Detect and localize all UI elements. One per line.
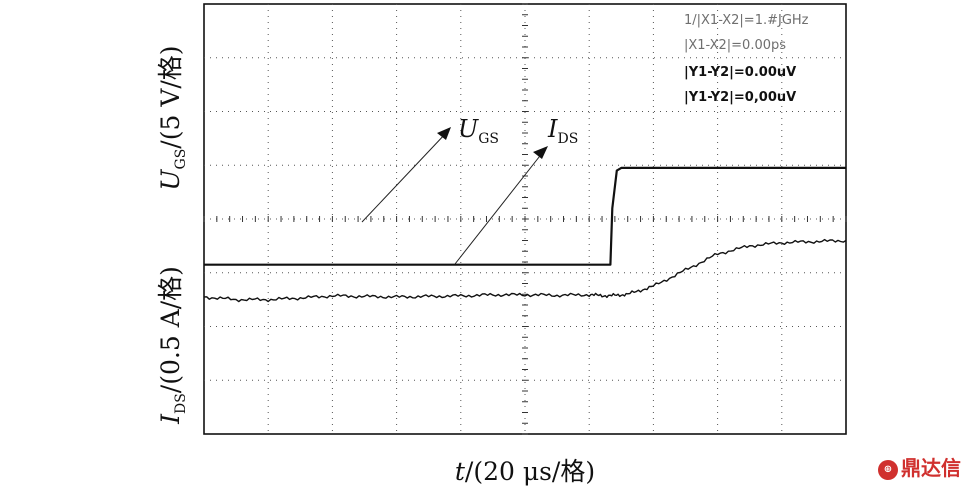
ids-arrowhead (533, 146, 548, 159)
ugs-arrowhead (437, 127, 451, 140)
logo-icon: ⊕ (878, 459, 898, 480)
readout-dy2: |Y1-Y2|=0,00uV (684, 90, 797, 105)
annotation-arrows (361, 127, 548, 265)
readout-dy1: |Y1-Y2|=0.00uV (684, 65, 797, 80)
x-axis-label: t/(20 μs/格) (454, 457, 596, 486)
y-axis-label-upper: UGS/(5 V/格) (156, 45, 189, 191)
logo-text: 鼎达信 (901, 456, 961, 480)
center-axis-ticks (203, 3, 847, 435)
readout-dx: |X1-X2|=0.00ps (684, 38, 787, 53)
watermark-logo: ⊕ 鼎达信 (878, 452, 961, 481)
ugs-arrow (361, 131, 448, 223)
ids-arrow (454, 151, 544, 265)
waveforms (203, 166, 847, 303)
ids-trace (203, 238, 847, 303)
ugs-label: UGS (458, 115, 500, 147)
ugs-trace (204, 166, 846, 266)
ids-label: IDS (548, 115, 579, 147)
y-axis-label-lower: IDS/(0.5 A/格) (156, 266, 189, 424)
readout-freq: 1/|X1-X2|=1.#JGHz (684, 13, 809, 28)
